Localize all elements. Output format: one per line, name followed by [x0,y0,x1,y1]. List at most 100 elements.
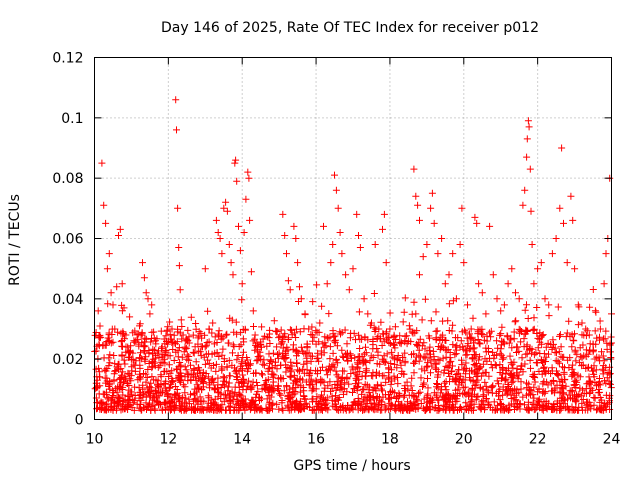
data-point [463,351,471,359]
x-tick-label: 14 [233,432,251,448]
data-point [128,388,136,396]
data-point [257,405,265,413]
data-point [287,394,295,402]
data-point [196,348,204,356]
data-point [547,370,555,377]
data-point [470,339,477,347]
data-point [119,383,127,391]
data-point [419,253,427,261]
data-point [205,338,213,346]
data-point [496,350,504,358]
data-point [209,319,217,327]
data-point [372,405,380,413]
data-point [487,384,495,392]
data-point [214,229,222,236]
data-point [118,351,126,359]
data-point [285,394,293,402]
data-point [446,358,454,366]
data-point [167,406,175,413]
data-point [423,363,431,371]
data-point [437,333,445,341]
data-point [522,350,530,358]
data-point [280,354,288,362]
data-point [166,330,174,338]
data-point [189,348,197,356]
data-point [142,335,150,343]
data-point [405,322,413,330]
data-point [488,364,496,372]
data-point [419,383,426,390]
data-point [161,399,169,407]
data-point [568,343,576,351]
data-point [162,377,170,385]
data-point [607,354,615,361]
data-point [386,325,394,333]
data-point [517,338,525,346]
data-point [385,395,392,403]
data-point [489,348,497,356]
data-point [152,337,159,345]
data-point [589,340,597,348]
data-point [230,392,238,400]
data-point [164,337,172,345]
data-point [331,332,339,340]
data-point [175,373,183,381]
chart-title: Day 146 of 2025, Rate Of TEC Index for r… [161,20,539,36]
data-point [396,391,404,399]
data-point [499,355,507,363]
data-point [441,280,449,288]
data-point [273,365,281,373]
data-point [164,390,172,398]
data-point [194,397,202,405]
data-point [459,390,467,398]
data-point [115,232,122,239]
data-point [424,359,432,367]
data-point [216,235,224,242]
data-point [492,362,500,370]
data-point [187,361,194,369]
data-point [303,343,311,351]
data-point [204,373,212,381]
data-point [136,374,144,382]
data-point [150,359,158,367]
data-point [590,394,598,401]
data-point [245,402,253,410]
data-point [372,395,380,403]
data-point [471,382,479,389]
data-point [565,405,573,413]
data-point [510,393,518,401]
x-tick-label: 18 [381,432,399,448]
data-point [576,344,584,352]
data-point [148,364,156,372]
data-point [253,382,261,389]
data-point [349,265,357,273]
data-point [394,380,402,388]
data-point [102,367,110,375]
data-point [229,349,236,357]
data-point [277,361,285,369]
data-point [462,370,470,378]
data-point [523,135,531,143]
y-tick-label: 0.04 [52,292,83,308]
data-point [490,398,498,406]
data-point [131,361,139,369]
data-point [231,159,239,167]
data-point [246,216,254,224]
data-point [322,342,330,350]
data-point [327,259,335,267]
data-point [561,364,568,372]
x-tick-label: 20 [455,432,473,448]
data-point [523,301,530,309]
data-point [401,382,409,390]
data-point [554,371,562,378]
data-point [386,394,393,402]
data-point [478,289,486,297]
data-point [556,331,564,339]
data-point [290,371,298,379]
data-point [140,274,148,282]
data-point [346,350,354,358]
data-point [404,337,412,345]
data-point [219,381,227,389]
data-point [393,355,401,363]
data-point [307,377,315,385]
